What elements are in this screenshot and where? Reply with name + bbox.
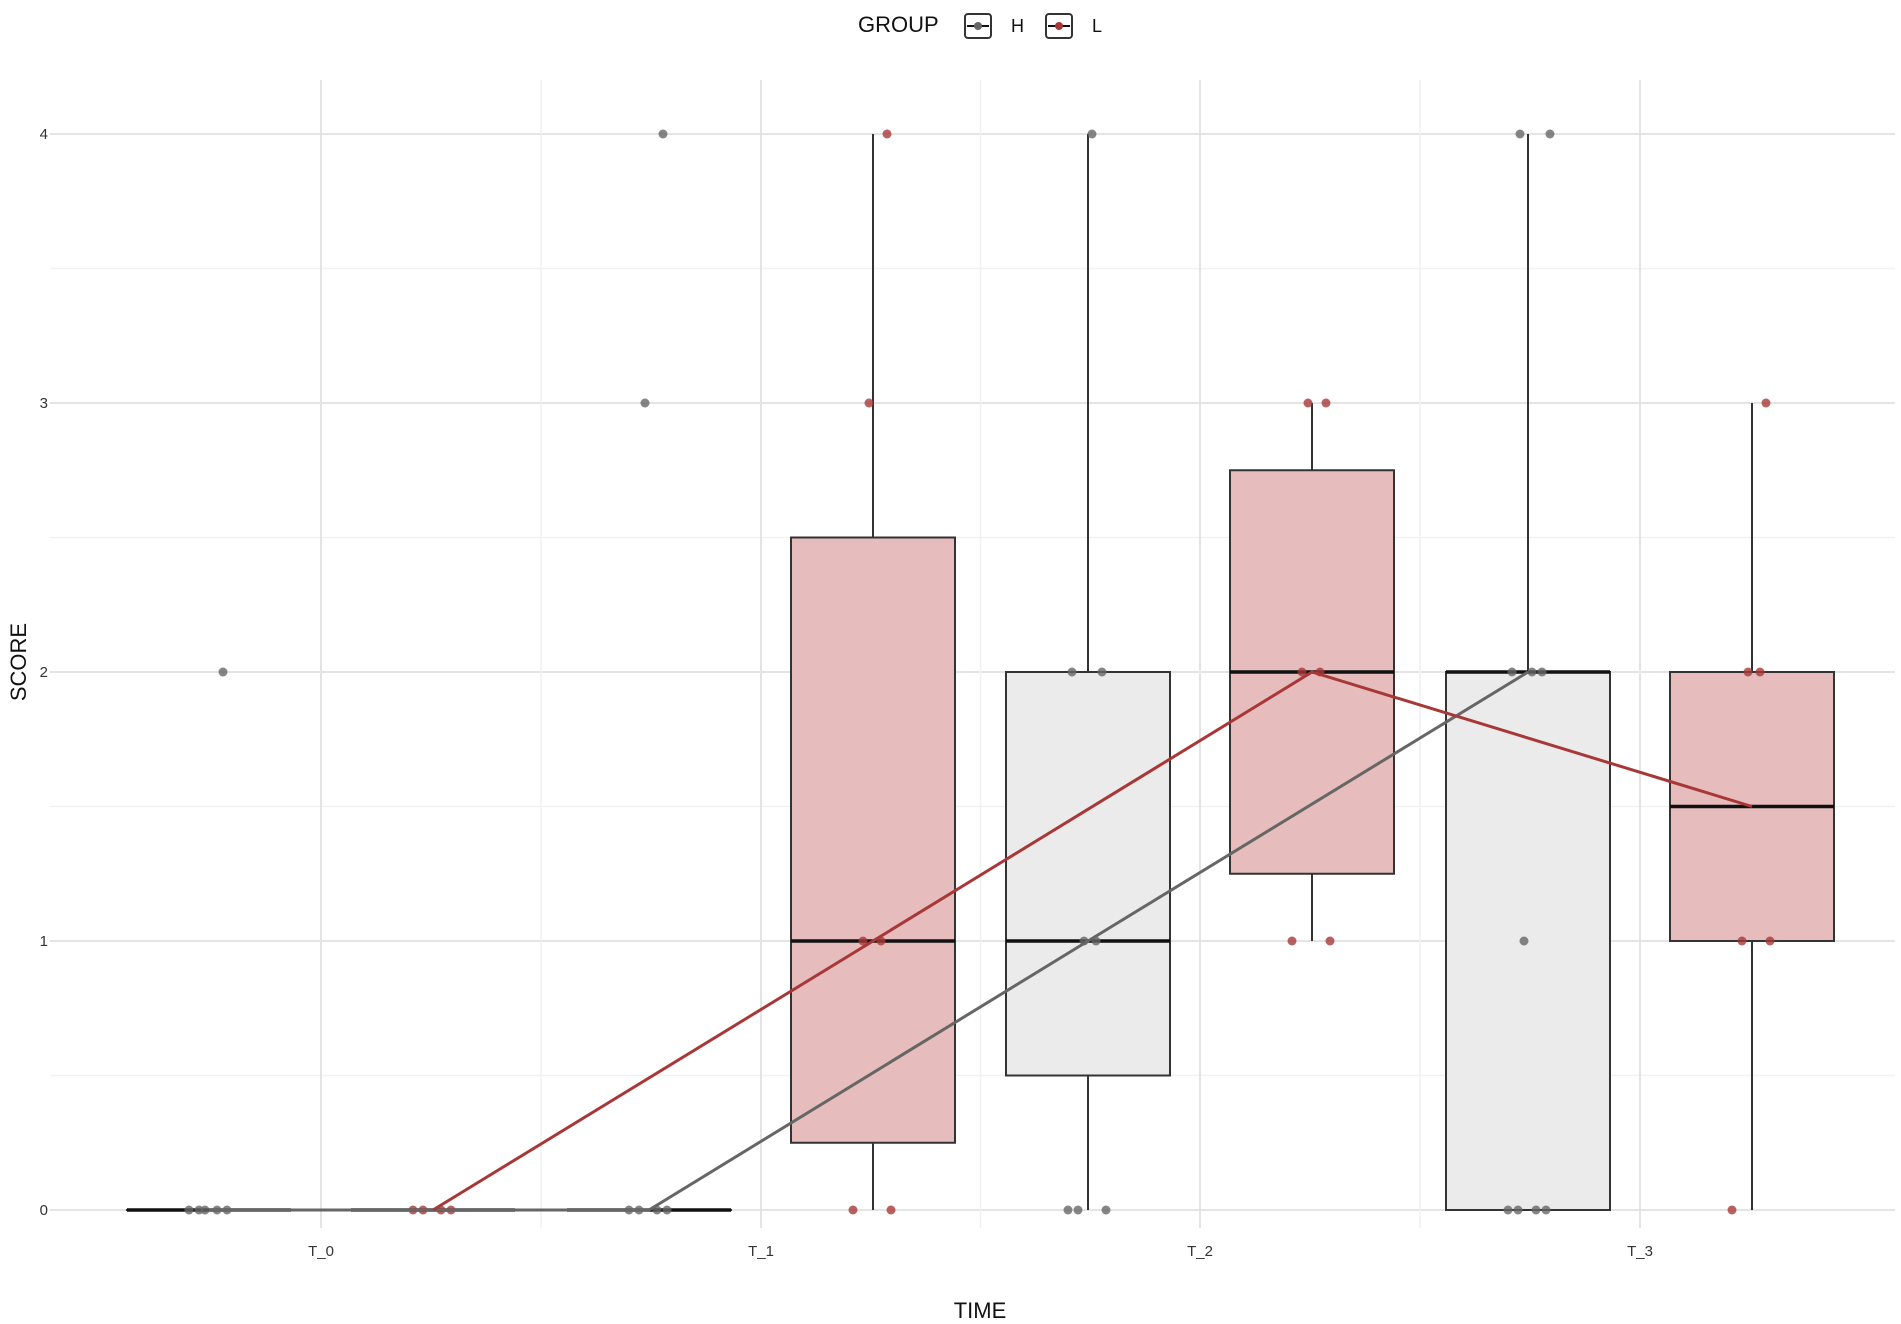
data-point-H <box>1541 1205 1551 1215</box>
data-point-H <box>1101 1205 1111 1215</box>
points <box>184 129 1775 1215</box>
y-tick-label: 1 <box>40 933 48 950</box>
data-point-L <box>1287 936 1297 946</box>
data-point-L <box>1761 398 1771 408</box>
legend-title: GROUP <box>858 12 939 37</box>
data-point-H <box>1067 667 1077 677</box>
data-point-H <box>658 129 668 139</box>
data-point-L <box>1303 398 1313 408</box>
data-point-L <box>1727 1205 1737 1215</box>
legend-key-point <box>1055 22 1063 30</box>
data-point-L <box>1297 667 1307 677</box>
data-point-H <box>1097 667 1107 677</box>
y-tick-label: 0 <box>40 1202 48 1219</box>
data-point-H <box>1503 1205 1513 1215</box>
data-point-H <box>662 1205 672 1215</box>
data-point-H <box>1515 129 1525 139</box>
x-tick-label: T_0 <box>308 1243 334 1260</box>
data-point-H <box>1507 667 1517 677</box>
box-body <box>790 536 956 1144</box>
data-point-H <box>184 1205 194 1215</box>
data-point-L <box>858 936 868 946</box>
data-point-L <box>886 1205 896 1215</box>
data-point-L <box>1325 936 1335 946</box>
box-L-T_1 <box>790 134 956 1210</box>
x-tick-label: T_2 <box>1187 1243 1213 1260</box>
data-point-H <box>640 398 650 408</box>
data-point-L <box>1743 667 1753 677</box>
legend-label: L <box>1092 16 1102 36</box>
data-point-L <box>1755 667 1765 677</box>
data-point-H <box>1545 129 1555 139</box>
data-point-L <box>1321 398 1331 408</box>
data-point-H <box>1519 936 1529 946</box>
data-point-H <box>1513 1205 1523 1215</box>
box-H-T_3 <box>1445 134 1611 1211</box>
x-tick-label: T_3 <box>1627 1243 1653 1260</box>
y-tick-label: 2 <box>40 664 48 681</box>
data-point-L <box>882 129 892 139</box>
data-point-H <box>1073 1205 1083 1215</box>
y-tick-label: 3 <box>40 395 48 412</box>
tick-labels: 0 1 2 3 4 T_0 T_1 T_2 T_3 <box>40 126 1653 1260</box>
data-point-H <box>1063 1205 1073 1215</box>
legend-key-point <box>974 22 982 30</box>
legend-label: H <box>1011 16 1024 36</box>
trend-lines <box>209 670 1753 1212</box>
trend-line-L <box>432 670 1753 1212</box>
legend-entry-L: L <box>1045 13 1102 39</box>
y-tick-label: 4 <box>40 126 48 143</box>
data-point-H <box>1527 667 1537 677</box>
trend-line-H <box>209 670 1529 1212</box>
box-body <box>1005 671 1171 1077</box>
grid <box>50 80 1895 1228</box>
data-point-H <box>200 1205 210 1215</box>
x-tick-label: T_1 <box>748 1243 774 1260</box>
data-point-H <box>1531 1205 1541 1215</box>
data-point-H <box>1537 667 1547 677</box>
data-point-L <box>1737 936 1747 946</box>
data-point-L <box>1765 936 1775 946</box>
data-point-L <box>864 398 874 408</box>
data-point-H <box>218 667 228 677</box>
y-axis-title: SCORE <box>6 623 31 701</box>
legend-entry-H: H <box>964 13 1024 39</box>
x-axis-title: TIME <box>954 1298 1007 1323</box>
box-H-T_2 <box>1005 134 1171 1210</box>
data-point-H <box>1087 129 1097 139</box>
data-point-L <box>848 1205 858 1215</box>
